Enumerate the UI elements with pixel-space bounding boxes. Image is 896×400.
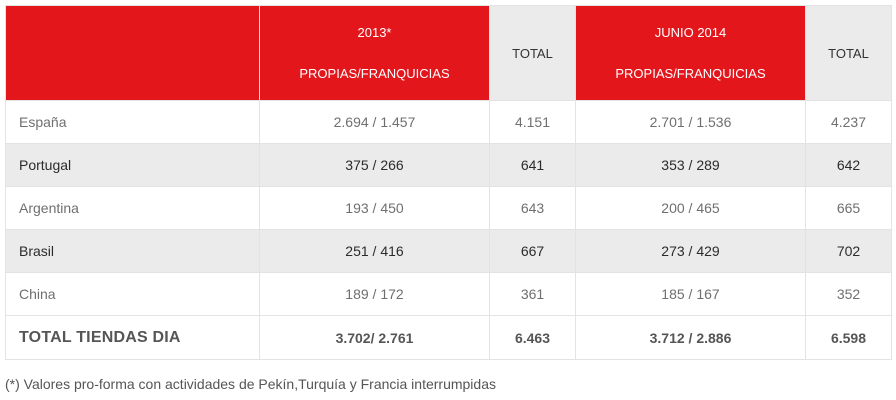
table-row-argentina: Argentina 193 / 450 643 200 / 465 665 [5,186,892,230]
header-2013-subtitle: PROPIAS/FRANQUICIAS [299,66,450,81]
header-2013-own-franchise: 2013* PROPIAS/FRANQUICIAS [259,5,490,101]
header-empty-cell [5,5,260,101]
own-franchise-2014-cell: 273 / 429 [575,229,806,273]
total-2014-cell: 4.237 [805,100,892,144]
total-total-2014-cell: 6.598 [805,315,892,360]
own-franchise-2014-cell: 200 / 465 [575,186,806,230]
own-franchise-2014-cell: 185 / 167 [575,272,806,316]
total-2013-cell: 641 [489,143,576,187]
table-row-brasil: Brasil 251 / 416 667 273 / 429 702 [5,229,892,273]
own-franchise-2013-cell: 2.694 / 1.457 [259,100,490,144]
own-franchise-2013-cell: 189 / 172 [259,272,490,316]
footnote: (*) Valores pro-forma con actividades de… [5,376,496,392]
own-franchise-2013-cell: 193 / 450 [259,186,490,230]
table-row-china: China 189 / 172 361 185 / 167 352 [5,272,892,316]
country-cell: Argentina [5,186,260,230]
table-row-portugal: Portugal 375 / 266 641 353 / 289 642 [5,143,892,187]
own-franchise-2014-cell: 2.701 / 1.536 [575,100,806,144]
country-cell: China [5,272,260,316]
own-franchise-2013-cell: 375 / 266 [259,143,490,187]
total-total-2013-cell: 6.463 [489,315,576,360]
total-2014-cell: 665 [805,186,892,230]
own-franchise-2014-cell: 353 / 289 [575,143,806,187]
stores-table: 2013* PROPIAS/FRANQUICIAS TOTAL JUNIO 20… [5,5,892,360]
total-2013-cell: 667 [489,229,576,273]
total-own-franchise-2013-cell: 3.702/ 2.761 [259,315,490,360]
own-franchise-2013-cell: 251 / 416 [259,229,490,273]
total-label-cell: TOTAL TIENDAS DIA [5,315,260,360]
total-2014-cell: 352 [805,272,892,316]
country-cell: Portugal [5,143,260,187]
header-2013-total: TOTAL [489,5,576,101]
total-2013-cell: 4.151 [489,100,576,144]
total-2014-cell: 642 [805,143,892,187]
total-2013-cell: 643 [489,186,576,230]
total-2014-cell: 702 [805,229,892,273]
table-header-row: 2013* PROPIAS/FRANQUICIAS TOTAL JUNIO 20… [5,5,892,101]
table-total-row: TOTAL TIENDAS DIA 3.702/ 2.761 6.463 3.7… [5,315,892,360]
header-2014-date: JUNIO 2014 [654,25,727,40]
country-cell: España [5,100,260,144]
header-2013-year: 2013* [357,25,392,40]
header-2014-own-franchise: JUNIO 2014 PROPIAS/FRANQUICIAS [575,5,806,101]
country-cell: Brasil [5,229,260,273]
header-2014-subtitle: PROPIAS/FRANQUICIAS [615,66,766,81]
header-2014-total: TOTAL [805,5,892,101]
table-row-espana: España 2.694 / 1.457 4.151 2.701 / 1.536… [5,100,892,144]
total-own-franchise-2014-cell: 3.712 / 2.886 [575,315,806,360]
total-2013-cell: 361 [489,272,576,316]
